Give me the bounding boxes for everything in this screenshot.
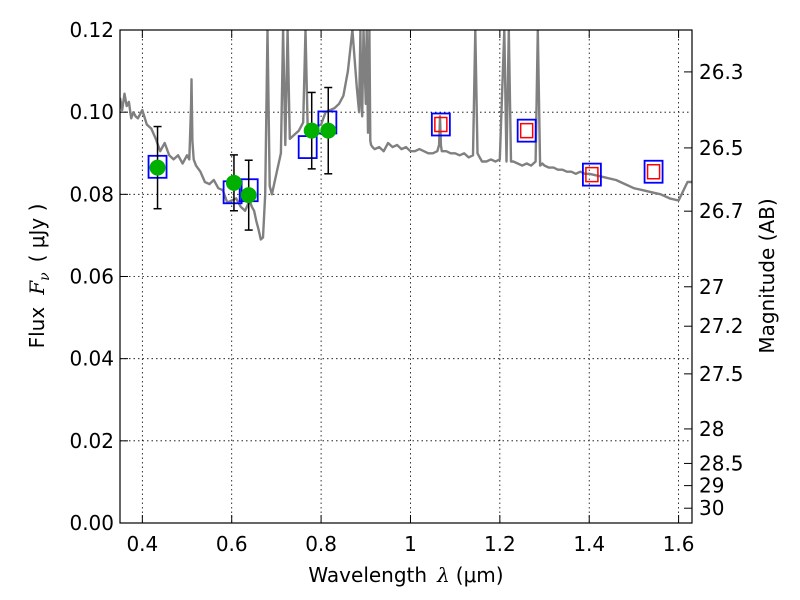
magnitude-tick-label: 28.5 <box>699 451 744 475</box>
magnitude-tick-label: 26.3 <box>699 60 744 84</box>
magnitude-tick-label: 27 <box>699 275 724 299</box>
model-flux-box <box>582 162 602 187</box>
y2-axis-title: Magnitude (AB) <box>755 198 779 353</box>
model-flux-box <box>643 159 664 184</box>
y-tick-label: 0.00 <box>69 511 114 535</box>
magnitude-tick-label: 29 <box>699 474 724 498</box>
x-axis-title: Wavelength λ (μm) <box>308 563 503 587</box>
magnitude-tick-label: 28 <box>699 417 724 441</box>
y-tick-label: 0.02 <box>69 429 114 453</box>
y-tick-label: 0.06 <box>69 265 114 289</box>
magnitude-tick-label: 30 <box>699 496 724 520</box>
y-axis-subscript: ν <box>37 272 53 281</box>
x-tick-label: 1.6 <box>663 532 695 556</box>
observed-flux-point <box>149 159 166 176</box>
observed-flux-point <box>240 187 257 204</box>
x-tick-label: 1.4 <box>573 532 605 556</box>
y-tick-label: 0.10 <box>69 100 114 124</box>
magnitude-tick-label: 26.5 <box>699 136 744 160</box>
series-layer <box>120 30 692 241</box>
model-flux-box <box>297 135 318 159</box>
y-axis-title: Flux Fν ( μJy ) <box>25 204 53 349</box>
x-tick-label: 0.8 <box>305 532 337 556</box>
y-axis-label: Flux <box>25 307 49 349</box>
x-tick-label: 1.2 <box>484 532 516 556</box>
model-flux-box <box>430 112 451 137</box>
x-tick-label: 0.4 <box>126 532 158 556</box>
magnitude-tick-label: 27.5 <box>699 362 744 386</box>
x-tick-label: 1 <box>404 532 417 556</box>
model-flux-inner-box <box>519 122 534 139</box>
y-axis-symbol: F <box>25 280 49 296</box>
observed-flux-point <box>225 174 242 191</box>
observed-flux-point <box>303 122 320 139</box>
x-axis-label: Wavelength <box>308 563 427 587</box>
x-axis-symbol: λ <box>436 563 450 587</box>
grid-lines <box>120 29 692 524</box>
sed-model-line <box>120 30 692 241</box>
magnitude-tick-label: 26.7 <box>699 199 744 223</box>
y-tick-label: 0.12 <box>69 18 114 42</box>
magnitude-tick-label: 27.2 <box>699 314 744 338</box>
y-tick-label: 0.04 <box>69 347 114 371</box>
x-tick-label: 0.6 <box>216 532 248 556</box>
model-flux-inner-box <box>646 163 661 180</box>
x-axis-unit: (μm) <box>456 563 504 587</box>
model-flux-box <box>516 118 537 143</box>
y-axis-unit: ( μJy ) <box>25 204 49 263</box>
axis-ticks: 0.4 0.6 0.8 1 1.2 1.4 1.6 0.00 0.02 0.04 0.06 0.08 0… <box>69 18 743 556</box>
y-tick-label: 0.08 <box>69 182 114 206</box>
model-flux-inner-box <box>434 116 448 133</box>
model-flux-inner-box <box>585 166 599 183</box>
observed-flux-point <box>320 122 337 139</box>
